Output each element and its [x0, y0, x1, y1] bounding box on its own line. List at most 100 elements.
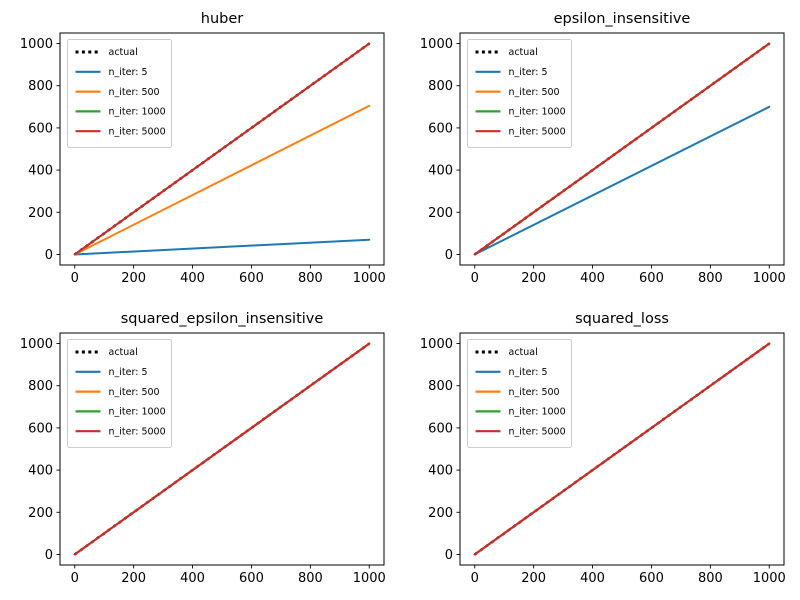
legend-label-n-iter-1000: n_iter: 1000	[509, 407, 566, 418]
legend-label-actual: actual	[109, 47, 138, 58]
y-tick-label: 1000	[20, 337, 53, 352]
legend-label-n-iter-1000: n_iter: 1000	[109, 107, 166, 118]
legend-label-n-iter-5: n_iter: 5	[509, 67, 548, 78]
y-tick-label: 1000	[20, 37, 53, 52]
legend-label-n-iter-500: n_iter: 500	[109, 87, 160, 98]
axes-epsilon-insensitive: 0 200 400 600 800 1000 0 200 400 600 800 1000 actual…	[420, 32, 786, 286]
subplot-epsilon-insensitive: 0 200 400 600 800 1000 0 200 400 600 800 1000 actual…	[400, 0, 800, 300]
x-tick-label: 400	[580, 571, 605, 586]
x-tick-label: 1000	[353, 271, 386, 286]
series-line-n-iter-5000	[473, 42, 771, 256]
x-tick-label: 0	[71, 271, 79, 286]
y-tick-label: 200	[28, 506, 53, 521]
legend-label-actual: actual	[509, 47, 538, 58]
legend-box	[67, 39, 172, 148]
legend-label-n-iter-500: n_iter: 500	[109, 387, 160, 398]
legend: actual n_iter: 5 n_iter: 500 n_iter: 1000 n_…	[467, 39, 572, 148]
x-tick-label: 400	[180, 271, 205, 286]
legend-label-n-iter-5: n_iter: 5	[109, 67, 148, 78]
x-tick-label: 1000	[353, 571, 386, 586]
x-tick-label: 200	[121, 271, 146, 286]
y-tick-label: 400	[28, 164, 53, 179]
legend-label-actual: actual	[109, 347, 138, 358]
legend: actual n_iter: 5 n_iter: 500 n_iter: 1000 n_…	[67, 39, 172, 148]
legend-box	[67, 339, 172, 448]
legend-label-n-iter-1000: n_iter: 1000	[509, 107, 566, 118]
x-tick-label: 800	[698, 571, 723, 586]
y-tick-label: 200	[28, 206, 53, 221]
y-tick-label: 400	[428, 164, 453, 179]
y-tick-label: 0	[45, 548, 53, 563]
legend-box	[467, 39, 572, 148]
series-line-n-iter-5	[73, 238, 371, 256]
x-tick-label: 600	[639, 571, 664, 586]
legend-label-n-iter-5000: n_iter: 5000	[509, 426, 566, 437]
y-tick-label: 800	[28, 79, 53, 94]
legend-label-n-iter-1000: n_iter: 1000	[109, 407, 166, 418]
x-tick-label: 600	[639, 271, 664, 286]
axes-frame	[59, 32, 385, 266]
x-tick-label: 800	[298, 271, 323, 286]
y-tick-label: 400	[428, 464, 453, 479]
legend-label-n-iter-5: n_iter: 5	[509, 367, 548, 378]
subplot-squared-epsilon-insensitive: 0 200 400 600 800 1000 0 200 400 600 800 1000 actual…	[0, 300, 400, 600]
y-tick-label: 0	[445, 248, 453, 263]
axes-frame	[459, 332, 785, 566]
axes-squared-loss: 0 200 400 600 800 1000 0 200 400 600 800 1000 actual…	[420, 332, 786, 586]
y-tick-label: 600	[28, 421, 53, 436]
legend-label-n-iter-5000: n_iter: 5000	[509, 126, 566, 137]
y-tick-label: 200	[428, 206, 453, 221]
x-tick-label: 800	[698, 271, 723, 286]
y-tick-label: 800	[28, 379, 53, 394]
plot-title-huber: huber	[201, 11, 244, 27]
y-tick-label: 1000	[420, 337, 453, 352]
x-tick-label: 0	[471, 271, 479, 286]
x-tick-label: 200	[521, 571, 546, 586]
series-line-n-iter-500	[73, 104, 371, 256]
x-tick-label: 1000	[753, 571, 786, 586]
y-tick-label: 400	[28, 464, 53, 479]
axes-huber: 0 200 400 600 800 1000 0 200 400 600 800 1000 actual…	[20, 32, 386, 286]
plot-title-squared-epsilon-insensitive: squared_epsilon_insensitive	[121, 311, 324, 327]
x-tick-label: 800	[298, 571, 323, 586]
y-tick-label: 800	[428, 79, 453, 94]
subplot-huber: 0 200 400 600 800 1000 0 200 400 600 800 1000 actual…	[0, 0, 400, 300]
legend-label-n-iter-500: n_iter: 500	[509, 387, 560, 398]
subplot-squared-loss: 0 200 400 600 800 1000 0 200 400 600 800 1000 actual…	[400, 300, 800, 600]
legend-label-n-iter-5000: n_iter: 5000	[109, 126, 166, 137]
series-line-n-iter-5000	[73, 42, 371, 256]
x-tick-label: 200	[121, 571, 146, 586]
x-tick-label: 0	[471, 571, 479, 586]
x-tick-label: 0	[71, 571, 79, 586]
x-tick-label: 600	[239, 271, 264, 286]
legend-label-actual: actual	[509, 347, 538, 358]
y-tick-label: 800	[428, 379, 453, 394]
x-tick-label: 400	[580, 271, 605, 286]
plot-title-squared-loss: squared_loss	[575, 311, 669, 327]
y-tick-label: 0	[445, 548, 453, 563]
x-tick-label: 400	[180, 571, 205, 586]
x-tick-label: 1000	[753, 271, 786, 286]
legend: actual n_iter: 5 n_iter: 500 n_iter: 1000 n_…	[467, 339, 572, 448]
legend-label-n-iter-5: n_iter: 5	[109, 367, 148, 378]
legend-label-n-iter-5000: n_iter: 5000	[109, 426, 166, 437]
plot-title-epsilon-insensitive: epsilon_insensitive	[554, 11, 691, 27]
series-line-n-iter-5	[473, 105, 771, 256]
x-tick-label: 600	[239, 571, 264, 586]
y-tick-label: 200	[428, 506, 453, 521]
y-tick-label: 1000	[420, 37, 453, 52]
axes-frame	[59, 332, 385, 566]
y-tick-label: 600	[428, 121, 453, 136]
series-line-n-iter-5000	[473, 342, 771, 556]
y-tick-label: 600	[28, 121, 53, 136]
legend-box	[467, 339, 572, 448]
y-tick-label: 0	[45, 248, 53, 263]
axes-frame	[459, 32, 785, 266]
series-line-n-iter-5000	[73, 342, 371, 556]
legend-label-n-iter-500: n_iter: 500	[509, 87, 560, 98]
legend: actual n_iter: 5 n_iter: 500 n_iter: 1000 n_…	[67, 339, 172, 448]
y-tick-label: 600	[428, 421, 453, 436]
axes-squared-epsilon-insensitive: 0 200 400 600 800 1000 0 200 400 600 800 1000 actual…	[20, 332, 386, 586]
x-tick-label: 200	[521, 271, 546, 286]
